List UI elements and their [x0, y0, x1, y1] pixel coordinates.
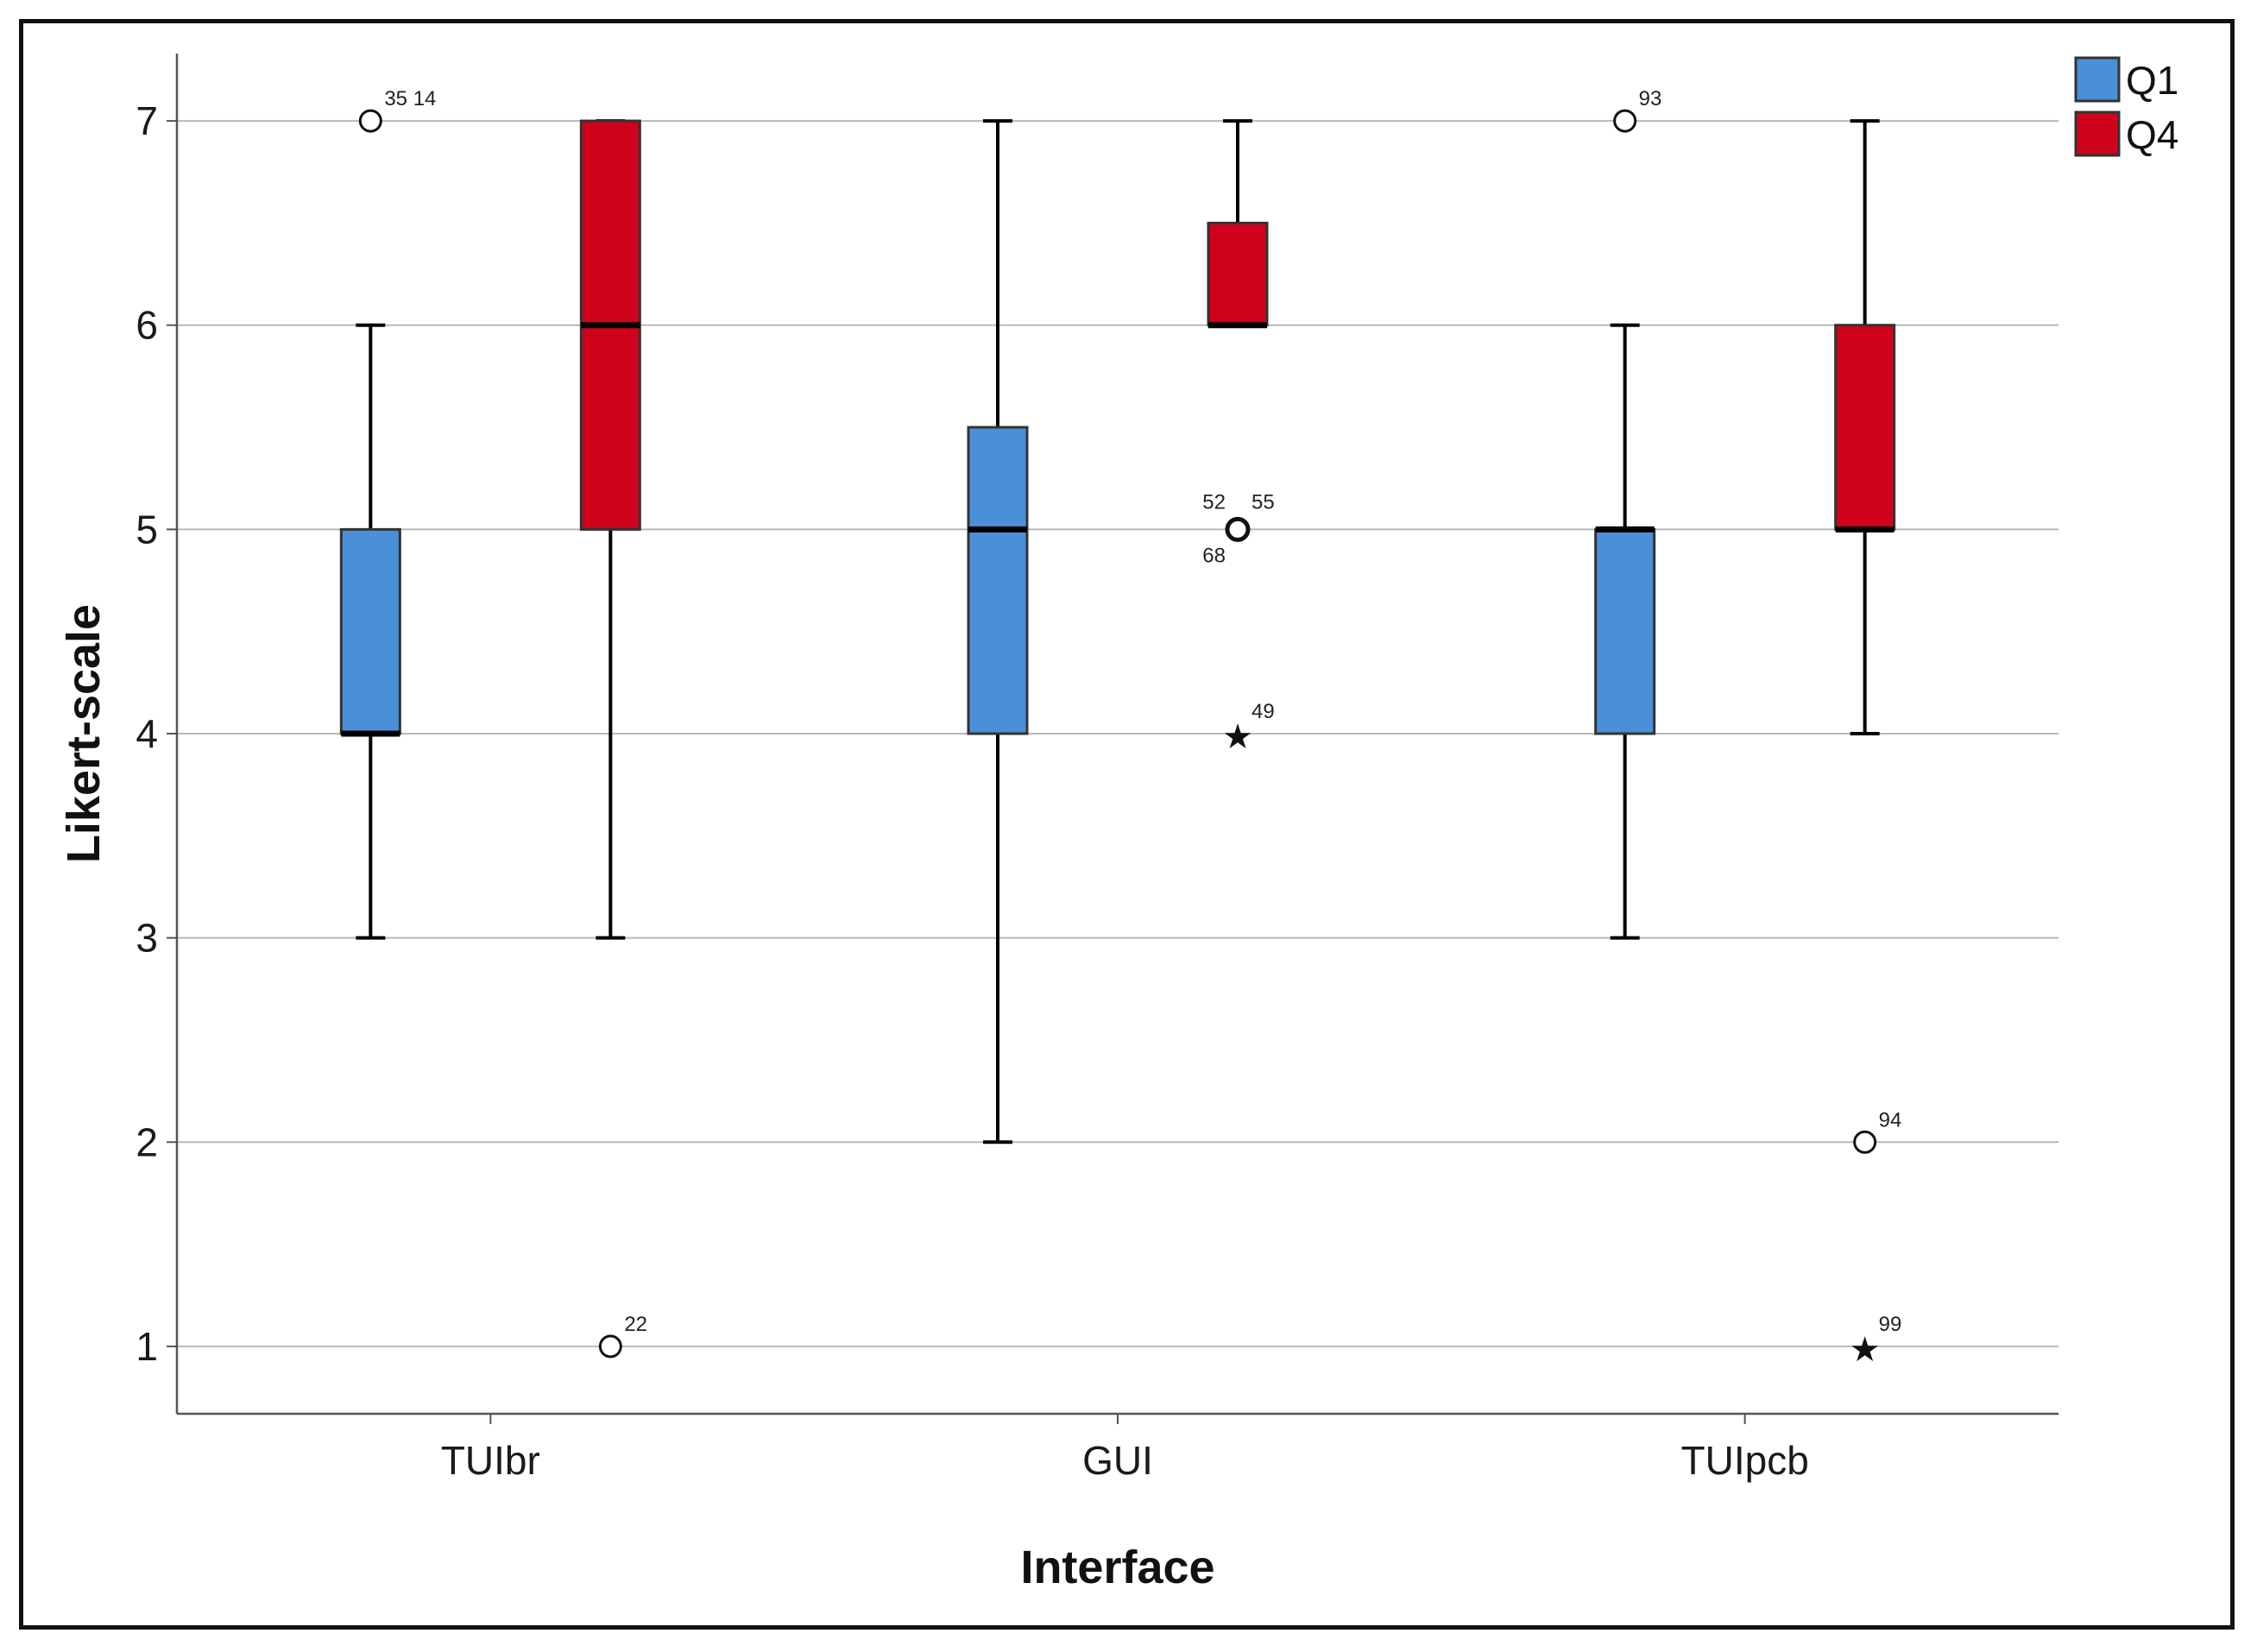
box-body-Q4-TUIpcb: [1834, 324, 1896, 531]
outlier-label-35-14: 35 14: [384, 87, 436, 110]
x-tick-label-TUIbr: TUIbr: [441, 1438, 540, 1483]
legend-swatch-Q4: [2074, 110, 2121, 157]
chart-frame: 1 2 3 4 5 6 7 TUIbr GUI TUIpcb 35 14 93 22 52 55 68 ★ 49…: [19, 19, 2235, 1630]
box-body-Q1-TUIpcb: [1594, 527, 1656, 735]
box-Q4-TUIpcb: [1834, 119, 1896, 735]
y-tick-label-2: 2: [136, 1119, 158, 1164]
box-Q1-GUI: [967, 119, 1029, 1144]
outlier-label-55: 55: [1251, 490, 1275, 514]
outlier-label-93: 93: [1639, 87, 1662, 110]
box-Q1-TUIbr: [339, 323, 401, 940]
legend-label-Q1: Q1: [2126, 58, 2178, 103]
y-tick-label-5: 5: [136, 507, 158, 552]
box-body-Q1-TUIbr: [339, 527, 401, 735]
outlier-circle-Q1-TUIpcb-7: [1613, 109, 1637, 133]
box-body-Q4-GUI: [1207, 221, 1269, 327]
x-tick-label-GUI: GUI: [1082, 1438, 1153, 1483]
x-tick-label-TUIpcb: TUIpcb: [1681, 1438, 1809, 1483]
legend-swatch-Q1: [2074, 56, 2121, 103]
outlier-label-49: 49: [1251, 700, 1275, 723]
outlier-star-Q4-TUIpcb-1: ★: [1850, 1330, 1881, 1370]
outlier-circle-Q1-TUIbr-7: [358, 109, 382, 133]
outlier-label-94: 94: [1879, 1108, 1902, 1132]
y-tick-label-6: 6: [136, 303, 158, 348]
outlier-circle-Q4-TUIbr-1: [598, 1334, 622, 1359]
box-Q1-TUIpcb: [1594, 323, 1656, 940]
outlier-circle-Q4-TUIpcb-2: [1853, 1130, 1877, 1154]
y-axis-title: Likert-scale: [58, 604, 110, 863]
outlier-label-68: 68: [1202, 544, 1226, 567]
box-body-Q1-GUI: [967, 426, 1029, 735]
outlier-label-99: 99: [1879, 1313, 1902, 1336]
y-tick-label-7: 7: [136, 98, 158, 143]
y-tick-label-1: 1: [136, 1324, 158, 1369]
outlier-label-52: 52: [1202, 490, 1226, 514]
outlier-circle-Q4-GUI-5: [1225, 516, 1251, 542]
outlier-label-22: 22: [624, 1313, 647, 1336]
x-axis-title: Interface: [1020, 1542, 1214, 1593]
y-tick-label-3: 3: [136, 916, 158, 961]
legend-label-Q4: Q4: [2126, 112, 2178, 157]
box-Q4-TUIbr: [579, 119, 641, 940]
y-tick-label-4: 4: [136, 711, 158, 756]
outlier-star-Q4-GUI-4: ★: [1222, 717, 1253, 757]
box-Q4-GUI: [1207, 119, 1269, 329]
